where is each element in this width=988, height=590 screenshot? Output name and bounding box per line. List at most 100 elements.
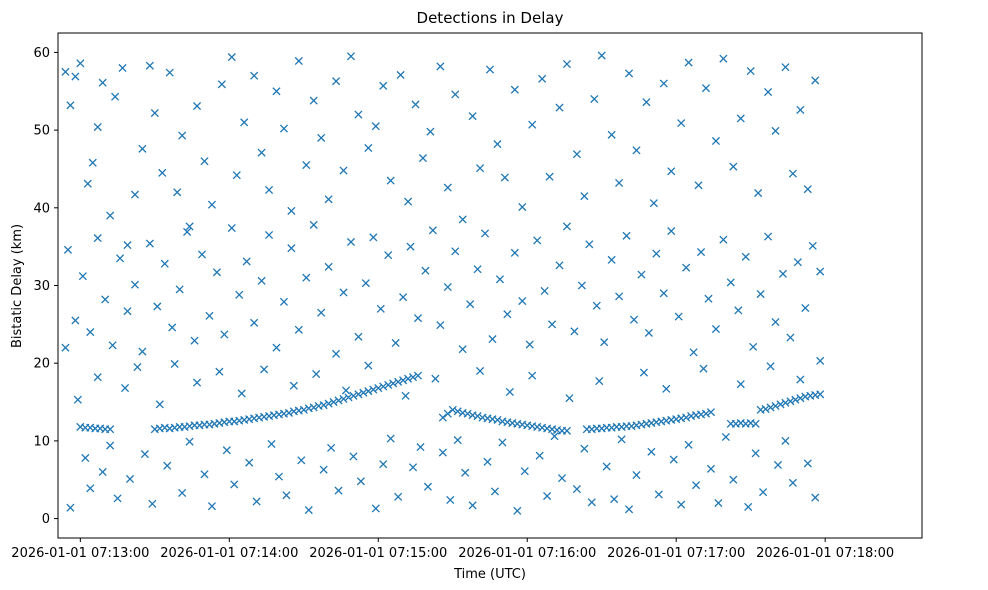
clutter-marker [264,230,274,240]
clutter-marker [237,389,246,398]
clutter-marker [443,183,452,192]
clutter-marker [669,455,678,464]
clutter-marker [696,248,706,257]
track-marker [339,394,348,403]
clutter-marker [220,330,229,339]
clutter-marker [689,348,698,357]
y-tick-label: 10 [33,434,50,449]
clutter-marker [158,168,167,177]
clutter-marker [816,267,825,276]
track-marker [309,403,318,412]
clutter-marker [257,276,266,285]
clutter-marker [163,461,172,470]
clutter-marker [545,172,554,181]
clutter-marker [629,315,639,324]
clutter-marker [170,359,179,369]
clutter-marker [282,491,291,500]
track-marker [106,425,115,434]
clutter-marker [178,131,187,140]
clutter-marker [642,98,651,107]
clutter-marker [525,340,534,349]
clutter-marker [662,384,671,393]
clutter-marker [585,240,594,249]
clutter-marker [145,61,154,70]
clutter-marker [386,434,395,443]
track-marker [448,405,457,414]
clutter-marker [212,268,221,277]
clutter-marker [600,338,609,347]
clutter-marker [520,467,529,476]
clutter-marker [267,439,276,449]
clutter-marker [379,81,388,90]
clutter-marker [123,307,132,316]
clutter-marker [602,462,611,471]
clutter-marker [607,255,616,264]
clutter-marker [570,327,579,336]
clutter-marker [518,202,527,212]
clutter-marker [622,231,631,240]
clutter-marker [572,150,581,159]
clutter-marker [533,236,542,245]
clutter-marker [411,100,420,109]
clutter-marker [580,192,589,201]
clutter-marker [736,114,745,123]
clutter-marker [317,133,326,142]
clutter-marker [498,438,507,447]
clutter-marker [781,436,790,445]
clutter-marker [610,495,619,504]
clutter-marker [346,52,356,61]
clutter-marker [272,87,281,96]
clutter-marker [339,166,348,175]
clutter-marker [61,67,70,76]
clutter-marker [73,395,82,404]
x-axis-ticks: 2026-01-01 07:13:00 2026-01-01 07:14:00 20… [11,538,894,561]
clutter-marker [468,112,477,121]
track-marker [443,409,452,418]
clutter-marker [222,446,231,455]
clutter-marker [726,278,735,287]
clutter-marker [562,222,572,231]
clutter-marker [729,162,738,171]
y-tick-label: 20 [33,357,50,372]
clutter-marker [279,297,288,306]
track-marker [751,419,760,428]
clutter-marker [659,79,668,88]
clutter-marker [356,477,365,486]
clutter-marker [458,345,467,354]
clutter-marker [192,378,202,387]
clutter-marker [637,270,646,279]
track-marker [394,377,403,386]
clutter-marker [503,310,512,319]
clutter-marker [227,53,236,62]
clutter-marker [557,474,567,483]
clutter-marker [788,478,797,487]
clutter-marker [287,244,296,253]
clutter-marker [155,400,164,409]
clutter-marker [677,119,686,128]
clutter-marker [227,223,236,233]
y-axis-label: Bistatic Delay (km) [10,224,25,348]
clutter-marker [756,289,765,299]
clutter-marker [476,366,485,376]
clutter-marker [701,84,711,93]
clutter-marker [684,440,693,449]
clutter-marker [572,484,581,494]
track-marker [776,400,785,409]
clutter-marker [796,375,805,384]
clutter-marker [391,338,400,348]
track-marker [796,394,805,403]
clutter-marker [264,185,274,194]
clutter-marker [808,241,817,250]
clutter-marker [555,103,564,112]
clutter-marker [168,323,177,332]
clutter-marker [250,318,259,327]
clutter-marker [597,51,606,60]
clutter-marker [751,449,760,458]
clutter-marker [587,498,596,507]
clutter-marker [217,80,226,89]
clutter-marker [61,343,70,352]
track-marker [329,397,338,407]
clutter-marker [83,179,92,188]
